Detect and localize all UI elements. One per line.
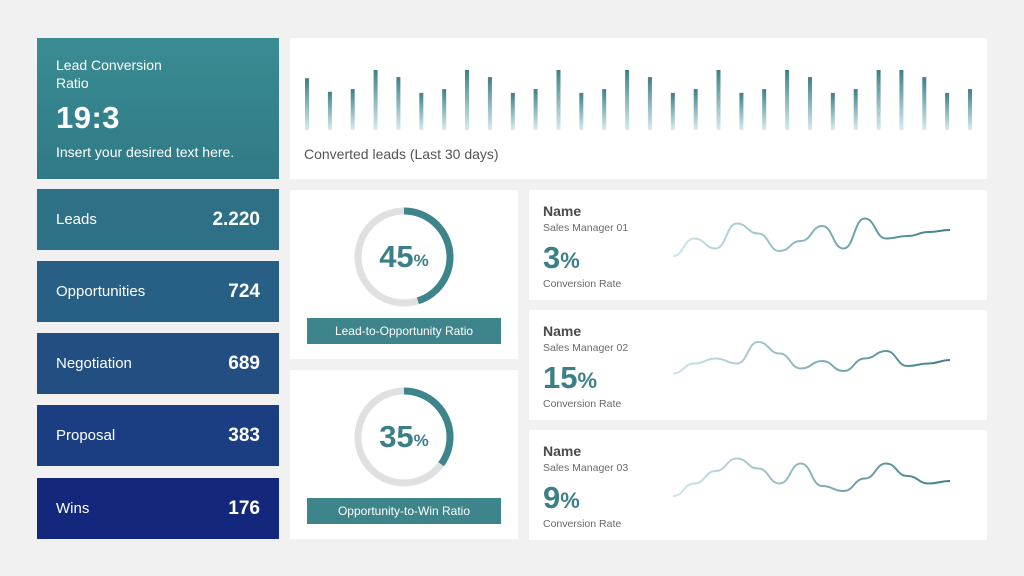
converted-leads-panel: Converted leads (Last 30 days) [290, 38, 987, 179]
manager-rate-caption: Conversion Rate [543, 398, 622, 410]
stat-label: Proposal [56, 427, 116, 444]
converted-leads-bar [602, 89, 607, 130]
stat-value: 2.220 [212, 208, 260, 230]
converted-leads-bar [396, 77, 401, 130]
converted-leads-bar [419, 92, 424, 130]
ratio-ring [354, 387, 454, 487]
manager-name: Name [543, 443, 582, 459]
hero-subtitle: Insert your desired text here. [56, 144, 235, 160]
stat-label: Opportunities [56, 283, 146, 300]
converted-leads-bar [922, 77, 927, 130]
converted-leads-bar [739, 92, 744, 130]
manager-rate-number: 9 [543, 480, 561, 515]
stat-label: Negotiation [56, 355, 132, 372]
converted-leads-bar [716, 70, 721, 130]
manager-rate-number: 3 [543, 240, 561, 275]
manager-rate: 3% [543, 240, 580, 276]
ratio-number: 35 [379, 419, 414, 454]
converted-leads-bar [579, 92, 584, 130]
ratio-value: 35% [353, 386, 455, 488]
manager-rate-caption: Conversion Rate [543, 518, 622, 530]
converted-leads-bar [465, 70, 469, 130]
converted-leads-bar [533, 89, 538, 130]
hero-title: Lead Conversion Ratio [56, 57, 162, 91]
converted-leads-bar [487, 77, 492, 130]
converted-leads-bar [625, 70, 630, 130]
converted-leads-bars [305, 70, 972, 130]
converted-leads-bar [442, 89, 447, 130]
stat-negotiation: Negotiation 689 [37, 333, 279, 394]
ratio-label: Lead-to-Opportunity Ratio [307, 318, 501, 344]
converted-leads-bar [808, 77, 812, 130]
manager-name: Name [543, 323, 582, 339]
manager-sparkline [672, 340, 951, 375]
stat-value: 689 [228, 352, 260, 374]
sales-manager-card: Name Sales Manager 02 15% Conversion Rat… [529, 310, 987, 420]
manager-role: Sales Manager 03 [543, 462, 629, 474]
converted-leads-bar [327, 91, 332, 130]
converted-leads-bar [510, 92, 515, 130]
ratio-percent-sign: % [413, 251, 429, 270]
manager-rate-caption: Conversion Rate [543, 278, 622, 290]
stat-leads: Leads 2.220 [37, 189, 279, 250]
converted-leads-bar [373, 70, 378, 130]
stat-label: Leads [56, 211, 97, 228]
converted-leads-bar [693, 89, 698, 130]
converted-leads-bar [556, 70, 561, 130]
ratio-label: Opportunity-to-Win Ratio [307, 498, 501, 524]
ring-progress [354, 387, 454, 487]
stat-value: 724 [228, 280, 260, 302]
manager-role: Sales Manager 01 [543, 222, 629, 234]
manager-rate-percent-sign: % [560, 248, 580, 273]
ratio-ring [354, 207, 454, 307]
manager-rate-percent-sign: % [560, 488, 580, 513]
lead-to-opportunity-panel: 45% Lead-to-Opportunity Ratio [290, 190, 518, 359]
sales-manager-card: Name Sales Manager 03 9% Conversion Rate [529, 430, 987, 540]
stat-opportunities: Opportunities 724 [37, 261, 279, 322]
manager-sparkline [672, 217, 951, 257]
stat-proposal: Proposal 383 [37, 405, 279, 466]
converted-leads-bar [945, 92, 950, 130]
converted-leads-bar [899, 70, 904, 130]
sparkline-path [672, 340, 951, 375]
ratio-number: 45 [379, 239, 414, 274]
converted-leads-bar [830, 92, 835, 130]
ring-progress [354, 207, 454, 307]
sales-manager-card: Name Sales Manager 01 3% Conversion Rate [529, 190, 987, 300]
converted-leads-caption: Converted leads (Last 30 days) [304, 146, 499, 162]
lead-conversion-card: Lead Conversion Ratio 19:3 Insert your d… [37, 38, 279, 179]
manager-rate-number: 15 [543, 360, 578, 395]
converted-leads-bar [853, 89, 858, 130]
converted-leads-bar [876, 70, 881, 130]
sparkline-path [672, 457, 951, 497]
manager-sparkline [672, 457, 951, 497]
converted-leads-bar [762, 89, 767, 130]
hero-value: 19:3 [56, 100, 121, 135]
stat-label: Wins [56, 500, 90, 517]
manager-rate: 15% [543, 360, 597, 396]
converted-leads-bar [670, 92, 675, 130]
ratio-value: 45% [353, 206, 455, 308]
ratio-percent-sign: % [413, 431, 429, 450]
converted-leads-bar [350, 89, 355, 130]
manager-rate: 9% [543, 480, 580, 516]
stat-value: 176 [228, 497, 260, 519]
converted-leads-bar [647, 77, 652, 130]
opportunity-to-win-panel: 35% Opportunity-to-Win Ratio [290, 370, 518, 539]
converted-leads-bar [305, 78, 309, 130]
manager-role: Sales Manager 02 [543, 342, 629, 354]
converted-leads-bar [785, 70, 790, 130]
converted-leads-bar [968, 89, 972, 130]
sparkline-path [672, 217, 951, 257]
stat-value: 383 [228, 424, 260, 446]
manager-rate-percent-sign: % [577, 368, 598, 393]
stat-wins: Wins 176 [37, 478, 279, 539]
manager-name: Name [543, 203, 582, 219]
